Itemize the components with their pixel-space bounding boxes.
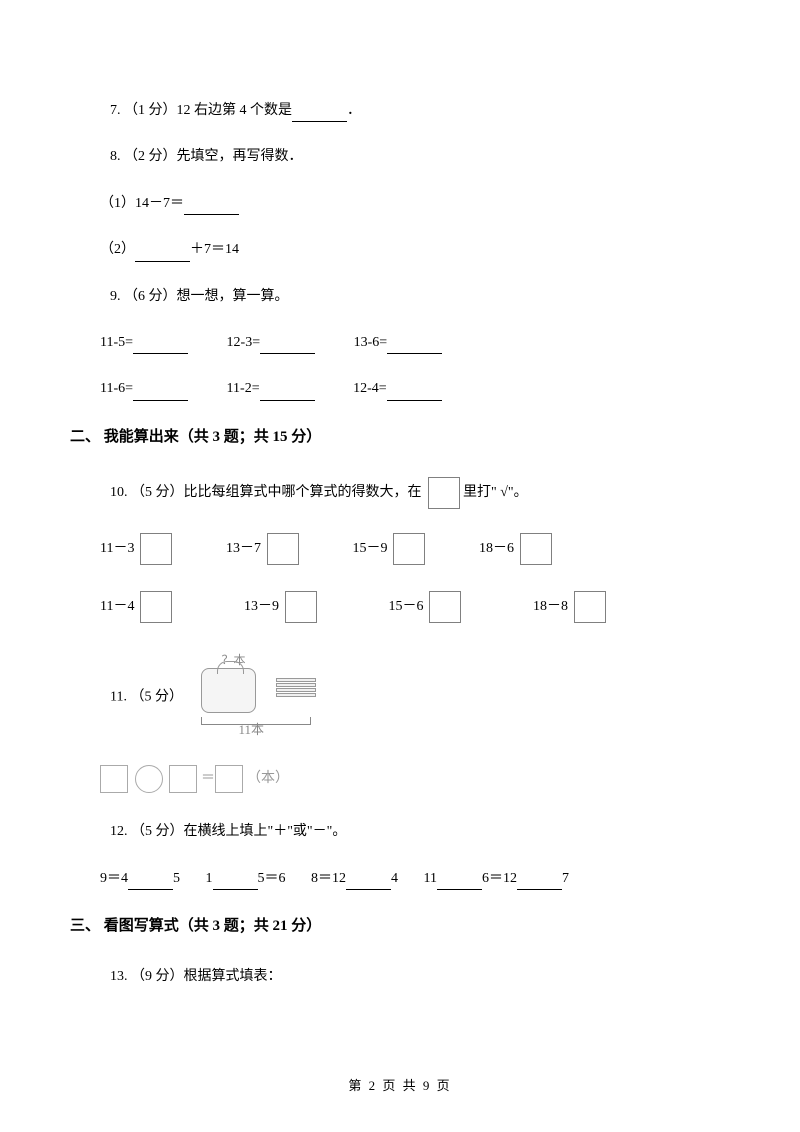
total-label: 11本 (238, 720, 264, 741)
question-8-header: 8. （2 分）先填空，再写得数． (70, 146, 730, 168)
blank[interactable] (437, 874, 482, 890)
question-13-header: 13. （9 分）根据算式填表： (70, 966, 730, 988)
q7-blank[interactable] (292, 106, 347, 122)
q12-item-2: 15＝6 (206, 868, 286, 890)
q10-r1-2: 13－7 (226, 533, 299, 565)
q12-items: 9＝45 15＝6 8＝124 116＝127 (70, 868, 730, 890)
section-3-heading: 三、 看图写算式（共 3 题；共 21 分） (70, 914, 730, 938)
q8-header-text: 8. （2 分）先填空，再写得数． (110, 149, 303, 164)
q11-equation: ＝ （本） (70, 765, 730, 793)
q8-sub2-prefix: （2） (100, 242, 135, 257)
checkbox[interactable] (285, 591, 317, 623)
q8-sub1-blank[interactable] (184, 199, 239, 215)
q11-illustration: ？本 11本 (196, 653, 326, 741)
unit-paren: （本） (247, 771, 289, 786)
q10-prefix: 10. （5 分）比比每组算式中哪个算式的得数大，在 (110, 485, 422, 500)
q13-header-text: 13. （9 分）根据算式填表： (110, 969, 282, 984)
q11-prefix: 11. （5 分） (110, 689, 183, 704)
q9-r2-2: 11-2= (227, 378, 315, 400)
checkbox[interactable] (267, 533, 299, 565)
q9-row2: 11-6= 11-2= 12-4= (70, 378, 730, 400)
blank[interactable] (387, 338, 442, 354)
q12-item-3: 8＝124 (311, 868, 398, 890)
checkbox[interactable] (429, 591, 461, 623)
q10-r1-3: 15－9 (352, 533, 425, 565)
q10-r2-2: 13－9 (244, 591, 317, 623)
q8-sub2: （2） ＋7＝14 (70, 239, 730, 261)
q10-r2-3: 15－6 (388, 591, 461, 623)
checkbox[interactable] (140, 533, 172, 565)
blank[interactable] (346, 874, 391, 890)
question-10-header: 10. （5 分）比比每组算式中哪个算式的得数大，在 里打" √"。 (70, 477, 730, 509)
q8-sub2-blank[interactable] (135, 246, 190, 262)
q8-sub1: （1）14－7＝ (70, 193, 730, 215)
q7-text: 7. （1 分）12 右边第 4 个数是 (110, 103, 292, 118)
checkbox[interactable] (393, 533, 425, 565)
section-2-heading: 二、 我能算出来（共 3 题；共 15 分） (70, 425, 730, 449)
answer-box[interactable] (169, 765, 197, 793)
q12-header-text: 12. （5 分）在横线上填上"＋"或"－"。 (110, 824, 346, 839)
blank[interactable] (213, 874, 258, 890)
q9-r2-3: 12-4= (353, 378, 442, 400)
blank[interactable] (133, 385, 188, 401)
q9-header-text: 9. （6 分）想一想，算一算。 (110, 289, 289, 304)
q10-r2-4: 18－8 (533, 591, 606, 623)
question-12-header: 12. （5 分）在横线上填上"＋"或"－"。 (70, 821, 730, 843)
q10-r1-1: 11－3 (100, 533, 172, 565)
q7-suffix: ． (347, 103, 361, 118)
q10-header-box (428, 477, 460, 509)
checkbox[interactable] (520, 533, 552, 565)
equals-text: ＝ (201, 771, 215, 786)
blank[interactable] (517, 874, 562, 890)
blank[interactable] (128, 874, 173, 890)
q9-r1-2: 12-3= (227, 332, 316, 354)
checkbox[interactable] (574, 591, 606, 623)
blank[interactable] (133, 338, 188, 354)
blank[interactable] (260, 385, 315, 401)
q10-suffix: 里打" √"。 (460, 485, 528, 500)
q9-row1: 11-5= 12-3= 13-6= (70, 332, 730, 354)
q10-r2-1: 11－4 (100, 591, 172, 623)
q12-item-1: 9＝45 (100, 868, 180, 890)
blank[interactable] (260, 338, 315, 354)
q9-r1-3: 13-6= (354, 332, 443, 354)
q9-r1-1: 11-5= (100, 332, 188, 354)
question-7: 7. （1 分）12 右边第 4 个数是 ． (70, 100, 730, 122)
q9-r2-1: 11-6= (100, 378, 188, 400)
checkbox[interactable] (140, 591, 172, 623)
question-11: 11. （5 分） ？本 11本 (70, 653, 730, 741)
q8-sub2-suffix: ＋7＝14 (190, 242, 239, 257)
page-footer: 第 2 页 共 9 页 (0, 1076, 800, 1097)
operator-circle[interactable] (135, 765, 163, 793)
q8-sub1-prefix: （1）14－7＝ (100, 196, 184, 211)
q10-row1: 11－3 13－7 15－9 18－6 (70, 533, 730, 565)
backpack-icon (201, 668, 256, 713)
answer-box[interactable] (215, 765, 243, 793)
books-icon (276, 678, 316, 703)
q10-r1-4: 18－6 (479, 533, 552, 565)
q12-item-4: 116＝127 (424, 868, 569, 890)
blank[interactable] (387, 385, 442, 401)
question-9-header: 9. （6 分）想一想，算一算。 (70, 286, 730, 308)
q10-row2: 11－4 13－9 15－6 18－8 (70, 591, 730, 623)
answer-box[interactable] (100, 765, 128, 793)
